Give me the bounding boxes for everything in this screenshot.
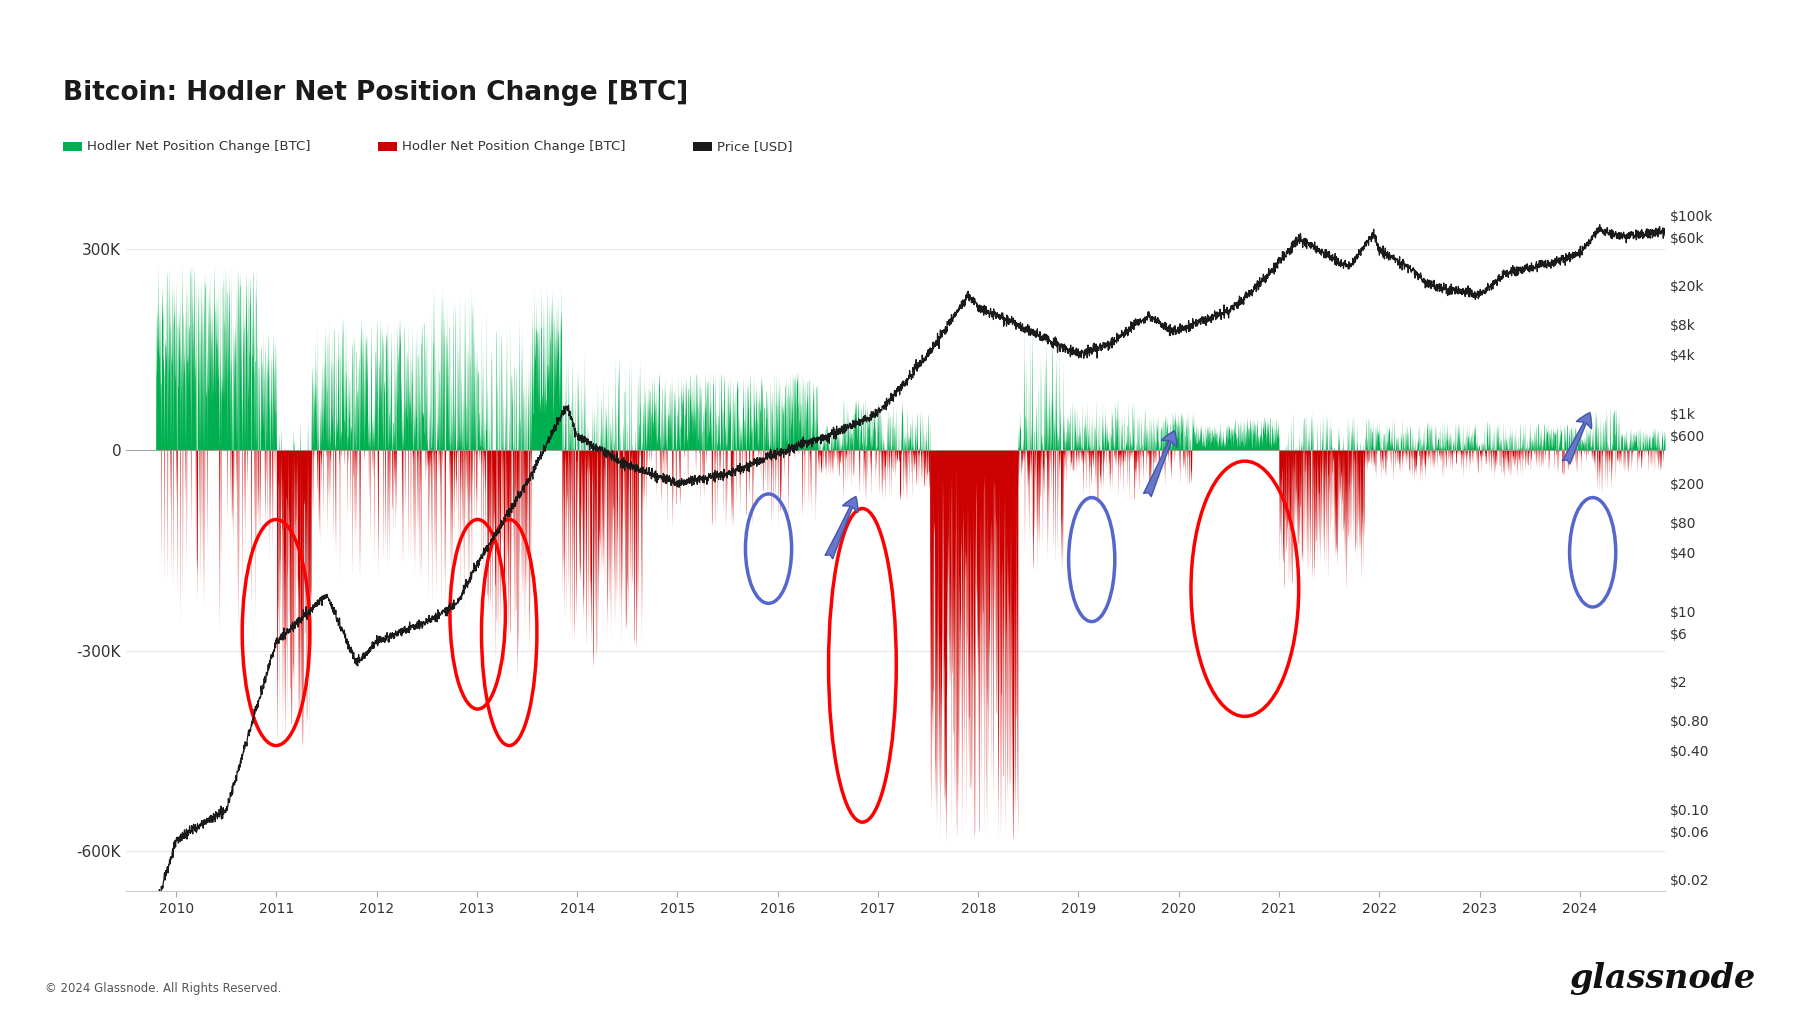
Text: Price [USD]: Price [USD] [716, 140, 792, 153]
Text: glassnode: glassnode [1570, 961, 1755, 995]
Text: Hodler Net Position Change [BTC]: Hodler Net Position Change [BTC] [86, 140, 311, 153]
Text: © 2024 Glassnode. All Rights Reserved.: © 2024 Glassnode. All Rights Reserved. [45, 982, 281, 995]
Text: Bitcoin: Hodler Net Position Change [BTC]: Bitcoin: Hodler Net Position Change [BTC… [63, 80, 688, 106]
Text: Hodler Net Position Change [BTC]: Hodler Net Position Change [BTC] [401, 140, 626, 153]
